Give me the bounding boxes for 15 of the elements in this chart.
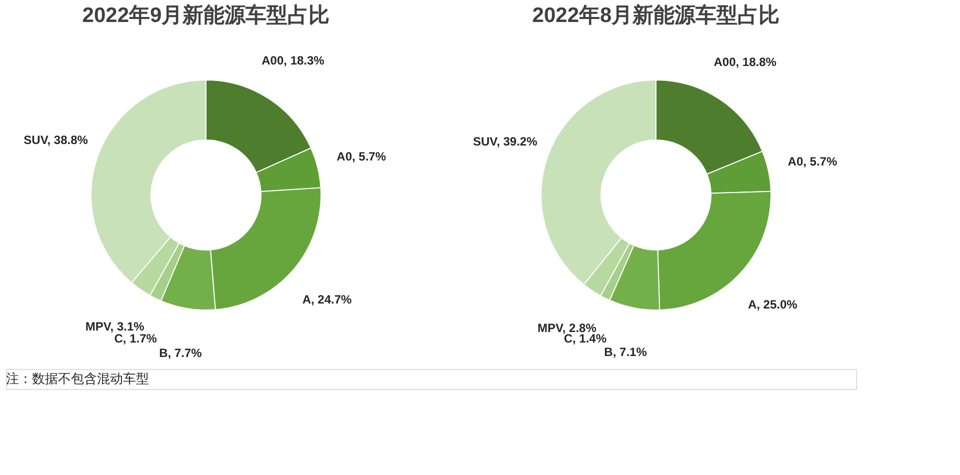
slice-label: MPV, 3.1% [85, 319, 145, 334]
slice-label: B, 7.7% [159, 346, 202, 360]
slice-label: C, 1.7% [114, 332, 158, 346]
slice-label: A0, 5.7% [788, 154, 838, 169]
slice-label: B, 7.1% [604, 345, 648, 360]
slice-label: SUV, 39.2% [472, 134, 538, 149]
slice-label: A, 25.0% [748, 298, 798, 312]
slice-label: A0, 5.7% [336, 150, 386, 164]
slice-label: A00, 18.8% [714, 55, 777, 70]
slice-label: SUV, 38.8% [24, 132, 88, 147]
chart-title: 2022年8月新能源车型占比 [532, 3, 780, 27]
chart-title: 2022年9月新能源车型占比 [82, 3, 330, 27]
slice-label: A00, 18.3% [262, 54, 325, 68]
slice-label: A, 24.7% [302, 292, 352, 307]
text: 注：数据不包含混动车型 [6, 371, 149, 386]
